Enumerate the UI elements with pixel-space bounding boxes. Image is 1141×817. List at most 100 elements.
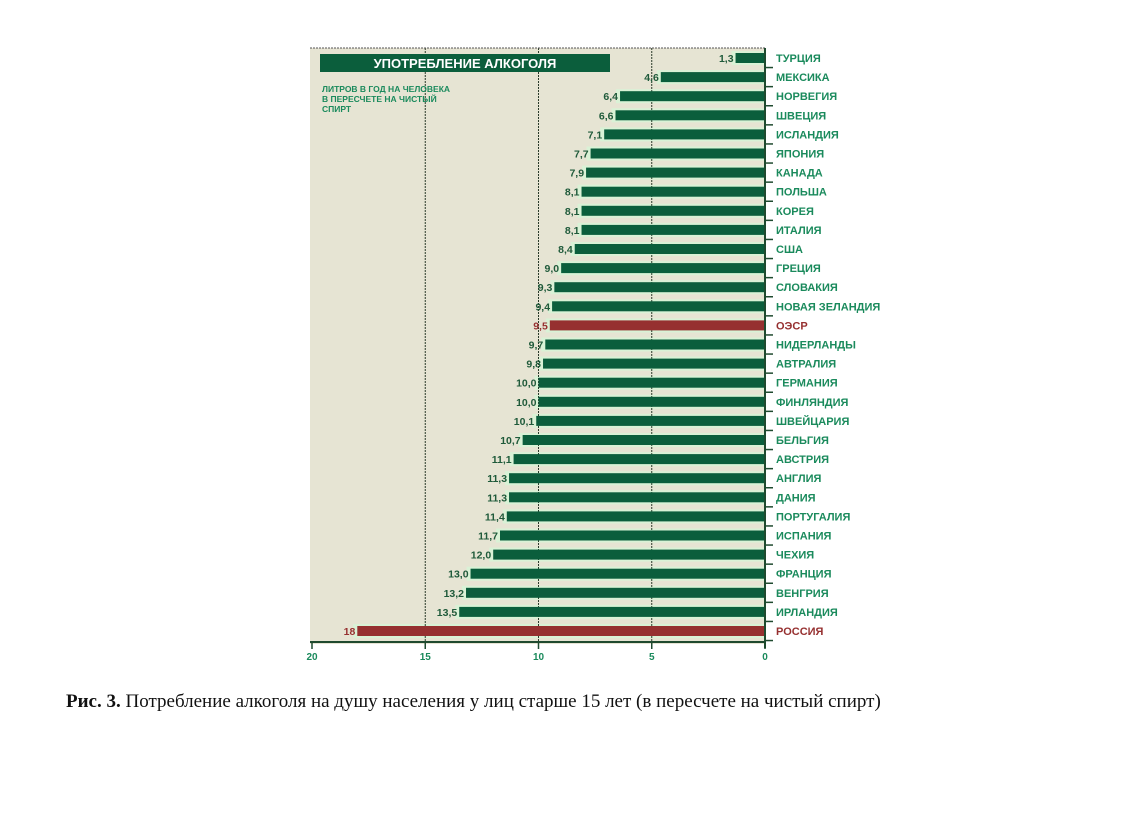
bar-12 <box>561 263 765 274</box>
bar-21 <box>522 435 765 445</box>
bar-29 <box>466 587 765 598</box>
category-label: АВТРАЛИЯ <box>776 359 836 371</box>
category-label: ШВЕЦИЯ <box>776 110 826 122</box>
category-label: НОРВЕГИЯ <box>776 91 837 103</box>
value-label: 13,2 <box>444 588 465 600</box>
bar-28 <box>470 568 765 579</box>
bar-5 <box>604 129 765 140</box>
category-label: КАНАДА <box>776 168 823 180</box>
bar-3 <box>620 91 765 102</box>
category-label: ДАНИЯ <box>776 492 816 504</box>
chart-subtitle-line-1: ЛИТРОВ В ГОД НА ЧЕЛОВЕКА <box>322 84 450 94</box>
value-label: 9,3 <box>538 282 553 294</box>
value-label: 11,7 <box>478 531 498 543</box>
bar-25 <box>506 511 765 522</box>
bar-16 <box>545 339 765 350</box>
category-label: США <box>776 244 803 256</box>
value-label: 8,4 <box>558 244 573 256</box>
value-label: 8,1 <box>565 225 580 237</box>
category-label: АВСТРИЯ <box>776 454 829 466</box>
category-label: АНГЛИЯ <box>776 473 821 485</box>
value-label: 10,0 <box>516 397 537 409</box>
bar-13 <box>554 282 765 293</box>
value-label: 11,4 <box>485 511 505 523</box>
value-label: 13,5 <box>437 607 458 619</box>
value-label: 9,7 <box>529 340 544 352</box>
category-label: ПОЛЬША <box>776 187 827 199</box>
bar-20 <box>536 415 765 426</box>
value-label: 7,9 <box>569 168 584 180</box>
category-label: ГРЕЦИЯ <box>776 263 821 275</box>
bar-8 <box>581 186 765 197</box>
x-tick-label: 20 <box>306 652 318 663</box>
chart-subtitle-line-2: В ПЕРЕСЧЕТЕ НА ЧИСТЫЙ <box>322 93 437 104</box>
caption-prefix: Рис. 3. <box>66 691 121 712</box>
value-label: 11,3 <box>487 473 507 485</box>
value-label: 10,1 <box>514 416 535 428</box>
bar-2 <box>660 72 765 83</box>
value-label: 9,5 <box>533 320 548 332</box>
chart-title: УПОТРЕБЛЕНИЕ АЛКОГОЛЯ <box>374 56 557 71</box>
value-label: 9,4 <box>535 301 550 313</box>
title-box <box>320 54 610 72</box>
category-label: ЧЕХИЯ <box>776 550 814 562</box>
value-label: 1,3 <box>719 53 734 65</box>
bar-7 <box>586 167 765 178</box>
category-label: НИДЕРЛАНДЫ <box>776 340 856 352</box>
value-label: 7,1 <box>588 129 603 141</box>
bar-26 <box>499 530 765 541</box>
category-label: ФРАНЦИЯ <box>776 569 832 581</box>
value-label: 7,7 <box>574 149 589 161</box>
category-label: ШВЕЙЦАРИЯ <box>776 415 849 428</box>
value-label: 11,3 <box>487 492 507 504</box>
value-label: 6,4 <box>603 91 618 103</box>
category-label: ТУРЦИЯ <box>776 53 821 65</box>
value-label: 11,1 <box>492 454 512 466</box>
x-tick-label: 10 <box>533 652 545 663</box>
bar-27 <box>493 549 765 560</box>
category-label: СЛОВАКИЯ <box>776 282 838 294</box>
bar-24 <box>509 492 765 503</box>
value-label: 4,6 <box>644 72 659 84</box>
bar-4 <box>615 110 765 121</box>
value-label: 18 <box>344 626 356 638</box>
x-tick-label: 5 <box>649 652 655 663</box>
value-label: 10,0 <box>516 378 537 390</box>
bar-18 <box>538 377 765 388</box>
value-label: 10,7 <box>500 435 521 447</box>
bar-9 <box>581 205 765 216</box>
bar-15 <box>549 320 765 331</box>
figure-caption: Рис. 3. Потребление алкоголя на душу нас… <box>66 690 1066 714</box>
category-label: ЯПОНИЯ <box>776 149 824 161</box>
chart-subtitle-line-3: СПИРТ <box>322 104 352 114</box>
value-label: 8,1 <box>565 206 580 218</box>
bar-6 <box>590 148 765 159</box>
category-label: ГЕРМАНИЯ <box>776 378 838 390</box>
value-label: 13,0 <box>448 569 469 581</box>
alcohol-consumption-chart: 1,3 ТУРЦИЯ 4,6 МЕКСИКА 6,4 НОРВЕГИЯ 6,6 ШВЕЦИЯ 7… <box>306 47 880 663</box>
value-label: 9,0 <box>545 263 560 275</box>
category-label: МЕКСИКА <box>776 72 830 84</box>
category-label: НОВАЯ ЗЕЛАНДИЯ <box>776 301 880 313</box>
category-label: ИТАЛИЯ <box>776 225 822 237</box>
bar-1 <box>735 53 765 63</box>
bar-17 <box>543 358 765 369</box>
bar-23 <box>509 473 765 484</box>
value-label: 6,6 <box>599 110 614 122</box>
x-tick-label: 0 <box>762 652 768 663</box>
bar-30 <box>459 606 765 617</box>
category-label: БЕЛЬГИЯ <box>776 435 829 447</box>
value-label: 12,0 <box>471 550 492 562</box>
category-label: ПОРТУГАЛИЯ <box>776 511 850 523</box>
caption-text: Потребление алкоголя на душу населения у… <box>120 691 881 712</box>
category-label: ИСПАНИЯ <box>776 531 832 543</box>
category-label: ИРЛАНДИЯ <box>776 607 838 619</box>
x-tick-label: 15 <box>420 652 432 663</box>
category-label: ФИНЛЯНДИЯ <box>776 397 849 409</box>
category-label: ВЕНГРИЯ <box>776 588 829 600</box>
category-label: РОССИЯ <box>776 626 824 638</box>
category-label: ИСЛАНДИЯ <box>776 129 839 141</box>
bar-14 <box>552 301 765 312</box>
bar-22 <box>513 454 765 465</box>
bar-10 <box>581 224 765 235</box>
